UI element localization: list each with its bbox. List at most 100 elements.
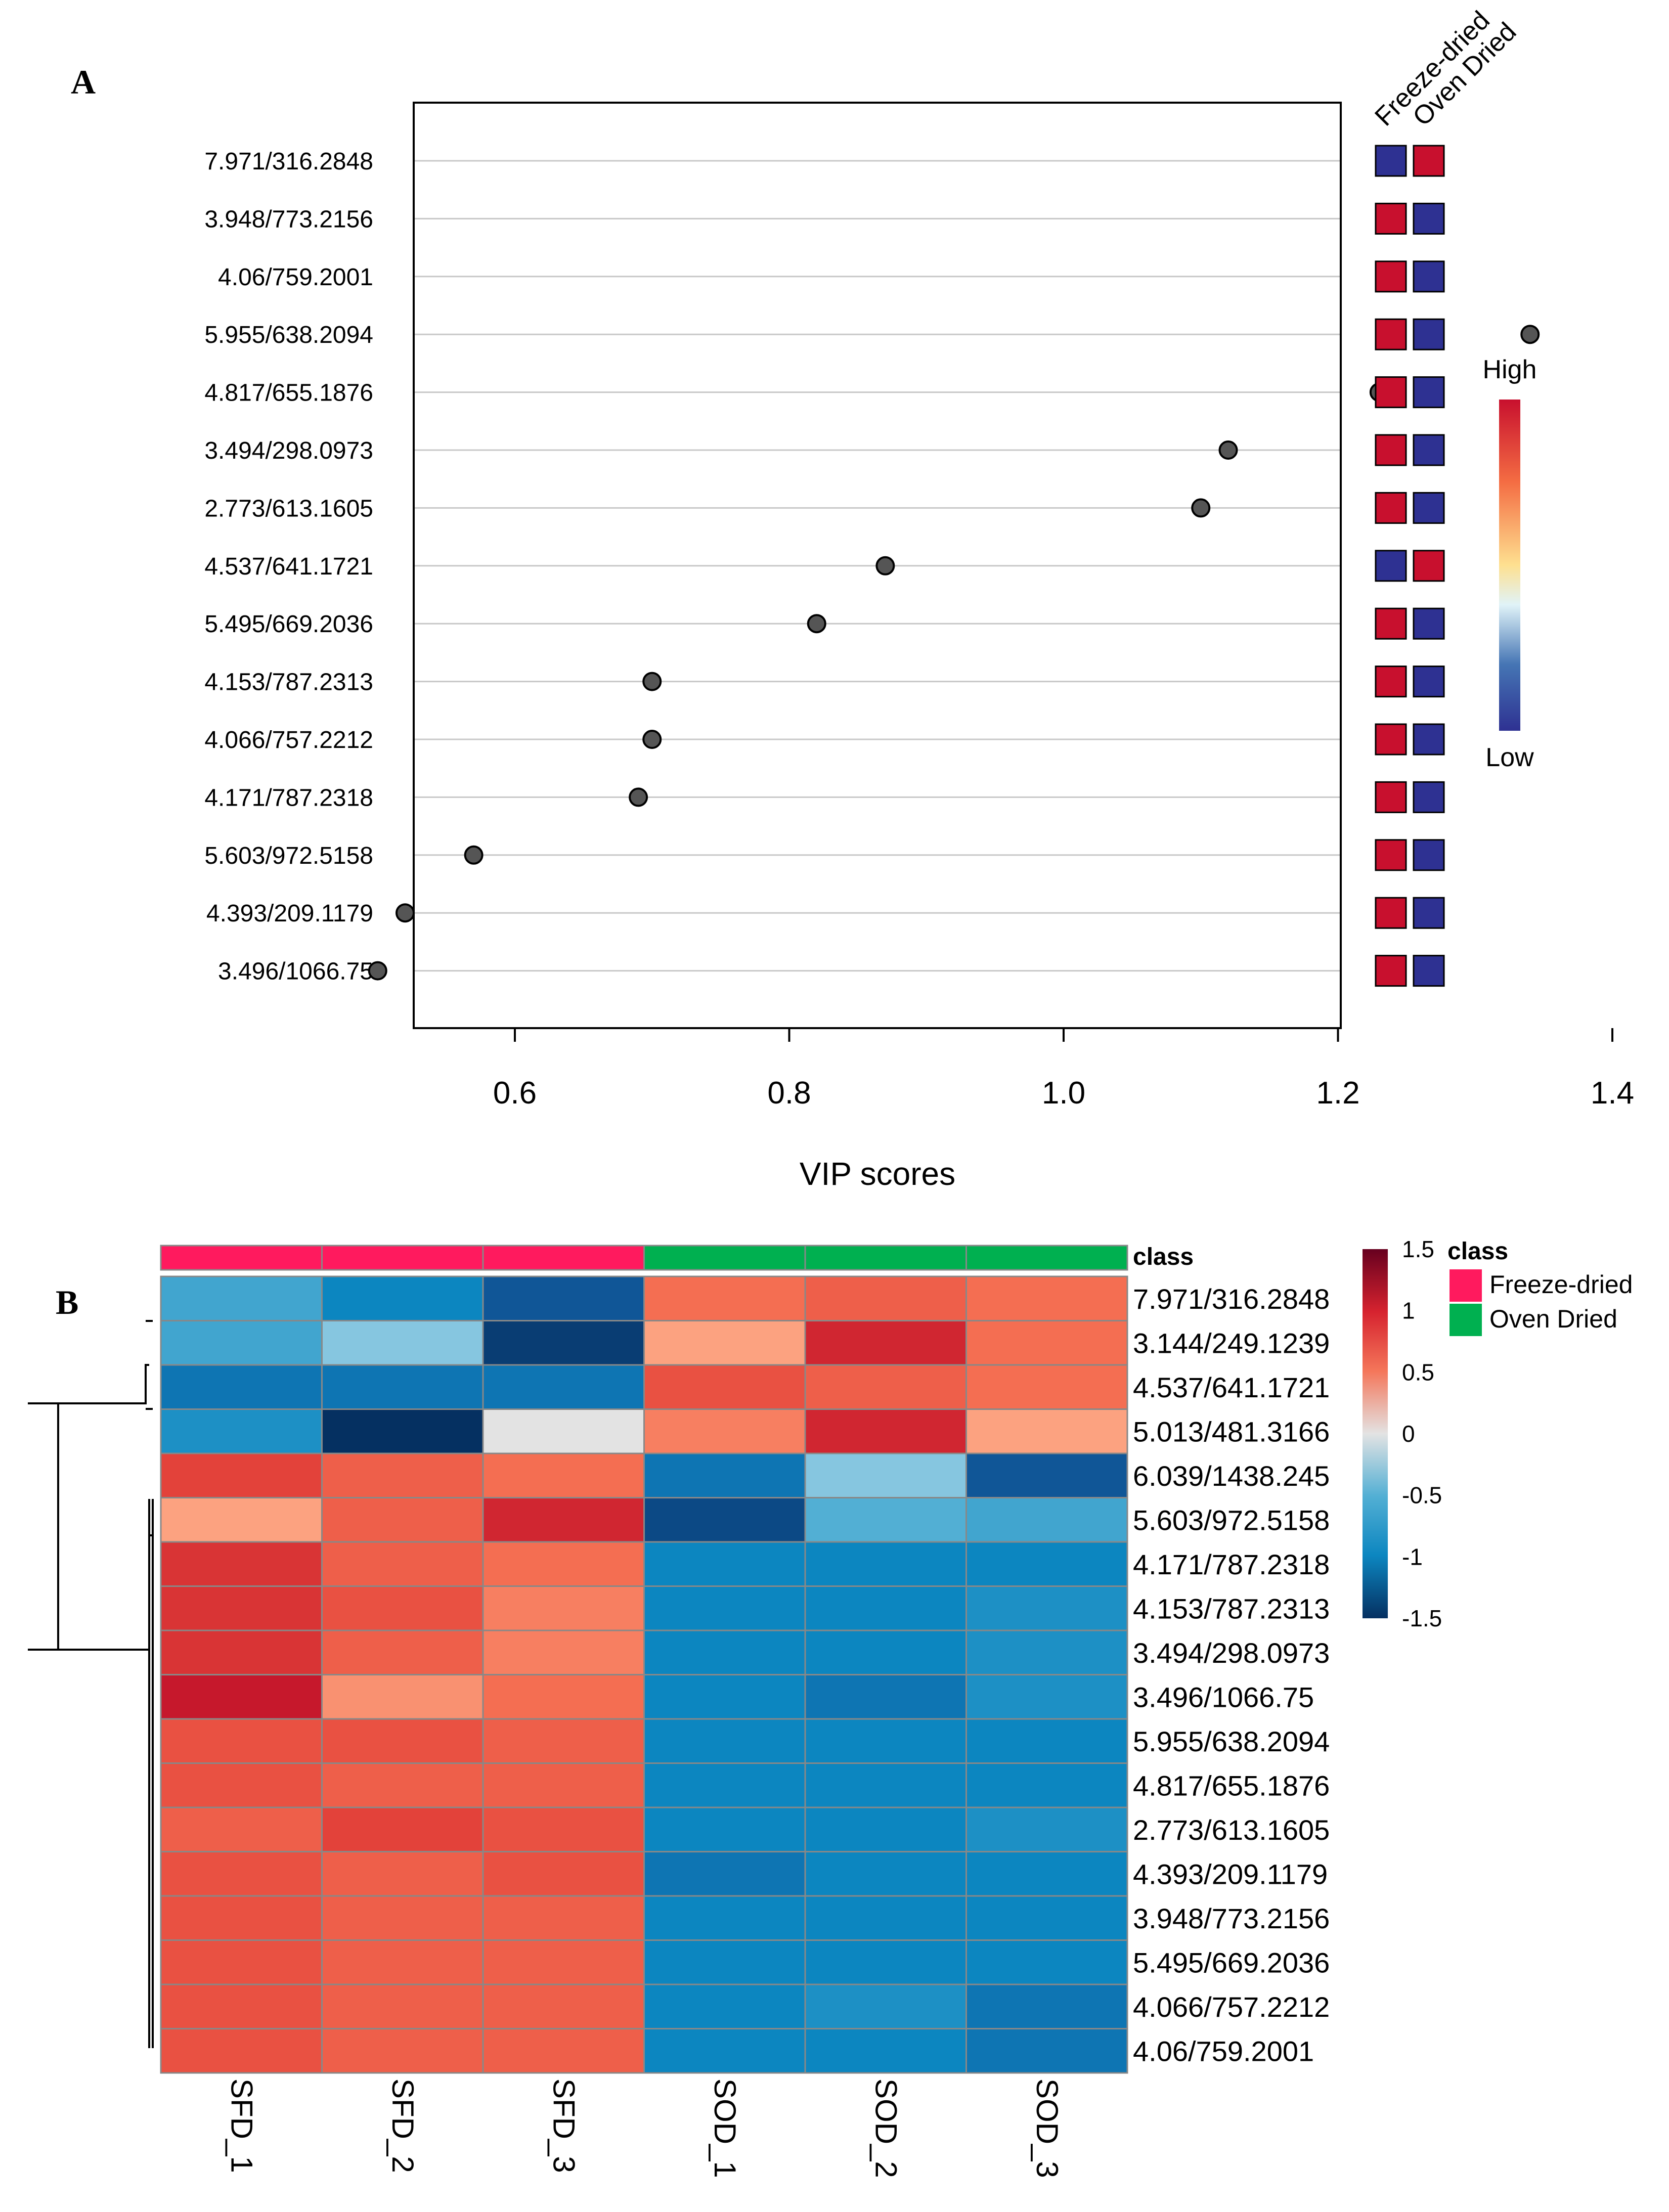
heatmap-row-label: 4.817/655.1876 xyxy=(1133,1769,1330,1801)
heatmap-cell xyxy=(321,1541,484,1587)
group-level-square xyxy=(1413,607,1445,640)
heatmap-cell xyxy=(160,1762,323,1808)
heatmap-colorbar-tick-label: 0 xyxy=(1402,1421,1415,1447)
heatmap-cell xyxy=(482,1320,645,1366)
heatmap-row-label: 3.494/298.0973 xyxy=(1133,1637,1330,1669)
group-level-square xyxy=(1413,202,1445,235)
heatmap-row-label: 5.013/481.3166 xyxy=(1133,1415,1330,1447)
heatmap-cell xyxy=(160,1275,323,1321)
heatmap-row-label: 5.495/669.2036 xyxy=(1133,1946,1330,1978)
vip-colorbar-high-label: High xyxy=(1483,355,1537,384)
heatmap-cell xyxy=(482,1452,645,1498)
heatmap-cell xyxy=(321,1762,484,1808)
heatmap-cell xyxy=(482,1762,645,1808)
heatmap-cell xyxy=(643,1497,806,1543)
heatmap-row-label: 4.171/787.2318 xyxy=(1133,1549,1330,1580)
legend-swatch xyxy=(1450,1269,1482,1302)
heatmap-cell xyxy=(321,1806,484,1852)
heatmap-cell xyxy=(321,1497,484,1543)
group-level-square xyxy=(1413,145,1445,177)
heatmap-cell xyxy=(643,1364,806,1410)
heatmap-cell xyxy=(321,1585,484,1631)
legend-item-label: Freeze-dried xyxy=(1489,1270,1633,1299)
heatmap-colorbar xyxy=(1363,1249,1388,1618)
heatmap-cell xyxy=(482,2028,645,2074)
class-bar-cell xyxy=(643,1245,806,1271)
heatmap-colorbar-tick-label: 0.5 xyxy=(1402,1359,1434,1385)
heatmap-cell xyxy=(482,1851,645,1897)
heatmap-cell xyxy=(160,2028,323,2074)
heatmap-cell xyxy=(643,1895,806,1941)
dendrogram-branch-top xyxy=(58,1364,149,1404)
group-level-square xyxy=(1375,145,1407,177)
dendrogram-branch-bottom xyxy=(58,1534,153,1651)
heatmap-cell xyxy=(965,1408,1128,1454)
dendrogram-bottom-leaves xyxy=(148,1499,154,2048)
vip-point xyxy=(642,672,662,691)
heatmap-cell xyxy=(643,1585,806,1631)
heatmap-cell xyxy=(160,1851,323,1897)
heatmap-cell xyxy=(965,1585,1128,1631)
heatmap-cell xyxy=(804,1983,967,2029)
heatmap-cell xyxy=(965,1939,1128,1985)
group-level-square xyxy=(1375,781,1407,813)
heatmap-cell xyxy=(804,1718,967,1764)
heatmap-cell xyxy=(804,1541,967,1587)
heatmap-cell xyxy=(482,1585,645,1631)
heatmap-cell xyxy=(160,1541,323,1587)
vip-point xyxy=(1191,498,1211,518)
vip-point xyxy=(1520,325,1540,344)
heatmap-colorbar-tick-label: -0.5 xyxy=(1402,1482,1442,1509)
vip-point xyxy=(629,787,648,807)
heatmap-cell xyxy=(965,1497,1128,1543)
heatmap-cell xyxy=(804,1275,967,1321)
group-level-square xyxy=(1375,376,1407,409)
heatmap-cell xyxy=(643,1452,806,1498)
group-level-square xyxy=(1413,376,1445,409)
heatmap-cell xyxy=(804,1674,967,1720)
heatmap-cell xyxy=(965,1629,1128,1675)
heatmap-cell xyxy=(643,1408,806,1454)
vip-x-tick-label: 0.8 xyxy=(767,1076,811,1111)
vip-feature-label: 4.153/787.2313 xyxy=(204,669,373,696)
heatmap-column-label: SOD_1 xyxy=(708,2078,742,2178)
vip-feature-label: 3.948/773.2156 xyxy=(204,206,373,233)
heatmap-cell xyxy=(160,1718,323,1764)
vip-x-tick-label: 1.0 xyxy=(1042,1076,1085,1111)
heatmap-row-label: 7.971/316.2848 xyxy=(1133,1283,1330,1315)
heatmap-cell xyxy=(321,2028,484,2074)
heatmap-cell xyxy=(804,1629,967,1675)
heatmap-cell xyxy=(482,1806,645,1852)
vip-feature-label: 3.496/1066.75 xyxy=(218,958,373,985)
heatmap-cell xyxy=(482,1408,645,1454)
heatmap-row-label: 3.496/1066.75 xyxy=(1133,1681,1314,1713)
panel-a-label: A xyxy=(71,63,96,101)
heatmap-cell xyxy=(643,1275,806,1321)
heatmap-row-label: 5.955/638.2094 xyxy=(1133,1726,1330,1757)
class-header-label: class xyxy=(1133,1244,1194,1270)
heatmap-cell xyxy=(804,1939,967,1985)
group-level-square xyxy=(1375,260,1407,293)
heatmap-column-label: SFD_2 xyxy=(386,2078,420,2173)
dendrogram-root xyxy=(28,1402,59,1651)
heatmap-cell xyxy=(965,1541,1128,1587)
heatmap-cell xyxy=(160,1585,323,1631)
heatmap-cell xyxy=(160,1674,323,1720)
heatmap-cell xyxy=(482,1895,645,1941)
heatmap-cell xyxy=(965,1762,1128,1808)
heatmap-cell xyxy=(965,1452,1128,1498)
heatmap-cell xyxy=(160,1806,323,1852)
heatmap-cell xyxy=(482,1718,645,1764)
heatmap-column-label: SOD_2 xyxy=(869,2078,903,2178)
heatmap-cell xyxy=(321,1939,484,1985)
heatmap-cell xyxy=(482,1983,645,2029)
vip-point xyxy=(875,556,895,576)
heatmap-cell xyxy=(804,1851,967,1897)
vip-feature-label: 5.495/669.2036 xyxy=(204,611,373,638)
group-level-square xyxy=(1375,955,1407,987)
heatmap-cell xyxy=(804,1320,967,1366)
group-level-square xyxy=(1413,550,1445,582)
vip-x-tick-label: 0.6 xyxy=(493,1076,537,1111)
legend-title: class xyxy=(1447,1238,1508,1265)
group-level-square xyxy=(1375,666,1407,698)
